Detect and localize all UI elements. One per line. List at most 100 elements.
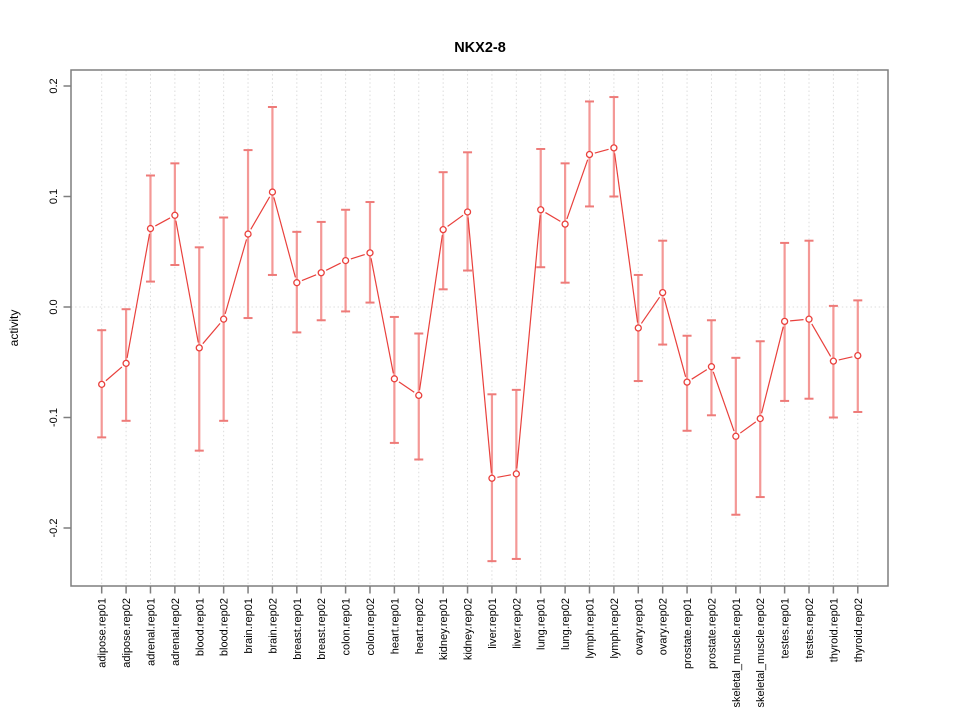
x-tick-label: adipose.rep02 [121,598,133,668]
x-tick-label: prostate.rep01 [682,598,694,669]
series-line-segment [273,197,296,278]
data-point [659,288,667,297]
x-tick-label: blood.rep02 [219,598,231,656]
plot-title: NKX2-8 [454,40,506,56]
data-point [244,230,252,238]
x-tick-label: adrenal.rep01 [145,598,157,666]
data-point [98,380,106,389]
series-line-segment [712,371,735,432]
y-tick-label: 0.1 [48,189,60,204]
data-point [610,144,618,152]
x-tick-label: kidney.rep01 [438,598,450,660]
data-point [488,474,496,482]
data-point [317,269,325,277]
x-tick-label: breast.rep01 [292,598,304,660]
x-tick-label: liver.rep02 [511,598,523,649]
series-line-segment [640,296,661,324]
series-line-segment [760,326,784,414]
data-point [390,375,399,383]
data-point [146,224,155,233]
x-tick-label: lung.rep01 [536,598,548,650]
data-point [512,470,520,478]
data-point [195,344,203,352]
series-line-segment [224,239,248,315]
data-point [268,188,277,196]
x-tick-label: ovary.rep01 [633,598,645,655]
series-line-segment [516,215,541,469]
x-tick-label: testes.rep01 [780,598,792,659]
series-line-segment [370,258,394,374]
plot-border [70,69,889,587]
grid-layer [71,70,888,586]
data-layer [97,96,863,563]
x-tick-label: brain.rep02 [267,598,279,654]
x-tick-label: prostate.rep02 [706,598,718,669]
series-line-segment [175,220,199,343]
series-line-segment [838,356,853,361]
y-tick-label: -0.2 [48,519,60,538]
series-line-segment [566,159,589,220]
x-tick-label: colon.rep02 [365,598,377,656]
x-tick-label: thyroid.rep02 [853,598,865,662]
data-point [537,206,545,214]
x-tick-label: lymph.rep02 [609,598,621,659]
series-line-segment [350,253,365,260]
series-line-segment [614,153,639,323]
series-line-segment [497,474,512,478]
series-line-segment [202,322,221,345]
data-point [829,357,838,365]
x-tick-label: skeletal_muscle.rep01 [731,598,743,707]
y-tick-label: 0.0 [48,299,60,314]
series-line-segment [447,214,464,227]
x-tick-label: thyroid.rep01 [828,598,840,662]
y-tick-label: 0.2 [48,78,60,93]
data-point [805,315,813,323]
series-line-segment [398,381,415,393]
data-point [219,315,228,323]
series-line-segment [250,196,271,230]
data-point [683,378,691,386]
data-point [634,324,642,332]
series-line-segment [467,217,493,473]
x-tick-label: lung.rep02 [560,598,572,650]
data-point [463,208,472,216]
series-line-segment [545,212,561,222]
data-point [780,317,789,326]
series-line-segment [739,421,757,434]
data-point [366,249,374,257]
series-line-segment [691,369,708,380]
y-tick-label: -0.1 [48,408,60,427]
series-line-segment [126,233,151,359]
x-tick-label: ovary.rep02 [658,598,670,655]
x-tick-label: heart.rep01 [389,598,401,654]
series-line-segment [301,274,317,282]
x-tick-label: skeletal_muscle.rep02 [755,598,767,707]
data-point [171,211,179,219]
data-point [415,391,423,400]
series-line-segment [594,148,609,154]
x-tick-label: brain.rep01 [243,598,255,654]
data-point [585,150,594,159]
data-point [439,225,447,234]
data-point [756,414,764,423]
x-tick-label: lymph.rep01 [585,598,597,659]
data-point [854,351,862,360]
x-tick-label: colon.rep01 [341,598,353,656]
x-tick-label: adrenal.rep02 [170,598,182,666]
x-tick-label: testes.rep02 [804,598,816,659]
y-axis-label: activity [7,310,21,347]
data-point [732,432,740,440]
x-tick-label: heart.rep02 [414,598,426,654]
x-tick-label: kidney.rep02 [463,598,475,660]
series-line-segment [105,366,123,382]
x-tick-label: adipose.rep01 [97,598,109,668]
data-point [561,220,569,228]
series-line-segment [663,297,687,377]
series-line-segment [325,262,341,271]
data-point [341,256,350,265]
x-tick-label: liver.rep01 [487,598,499,649]
x-tick-label: breast.rep02 [316,598,328,660]
data-point [707,363,716,371]
